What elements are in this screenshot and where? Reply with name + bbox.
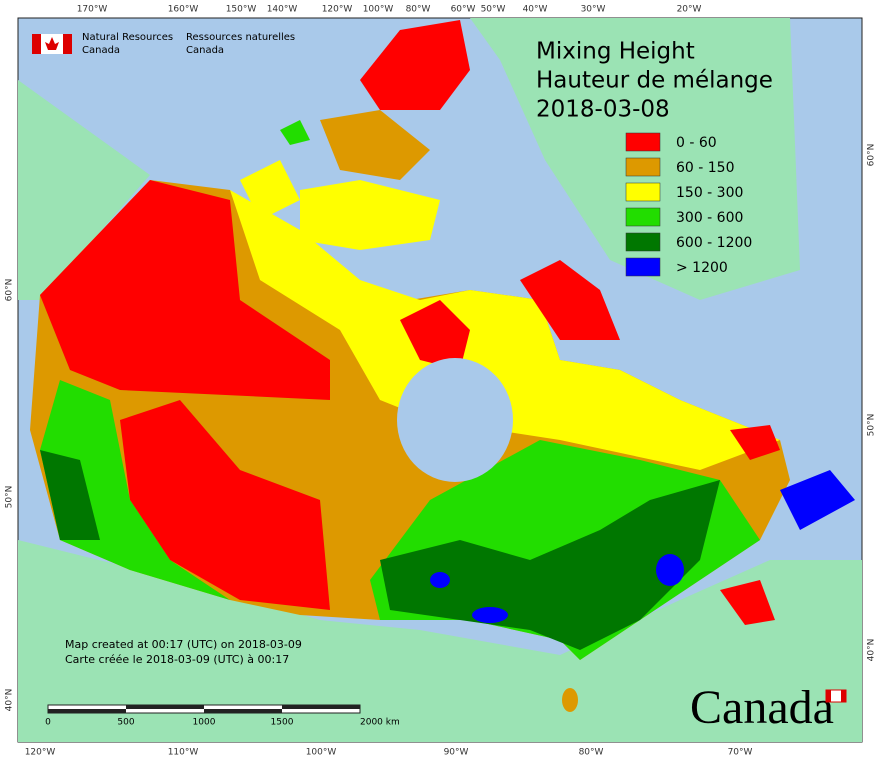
logo: Natural Resources Canada Ressources natu… [32,32,295,56]
flag-bar [841,690,846,702]
wordmark-text: Canada [690,681,834,734]
scale-label: 0 [45,718,51,728]
latitude-label: 50°N [867,414,877,437]
usa [18,540,862,742]
land-patch [240,160,300,220]
legend-label: 0 - 60 [676,135,717,151]
land-patch [360,20,470,110]
longitude-label: 30°W [581,5,606,15]
scale-segment [48,709,126,713]
land-patch [40,450,100,540]
longitude-label: 100°W [363,5,394,15]
land-patch [400,300,470,370]
land-patch [472,607,508,623]
longitude-label: 120°W [25,748,56,758]
legend-label: 300 - 600 [676,210,743,226]
legend-swatch [625,182,661,202]
land-patch [562,688,578,712]
longitude-label: 150°W [226,5,257,15]
longitude-label: 70°W [728,748,753,758]
credit: Map created at 00:17 (UTC) on 2018-03-09 [65,638,302,651]
latitude-label: 40°N [5,689,15,712]
title: Hauteur de mélange [536,68,773,94]
longitude-label: 60°W [451,5,476,15]
latitude-label: 60°N [867,144,877,167]
scale-label: 1000 [193,718,216,728]
legend-label: 60 - 150 [676,160,735,176]
land-patch [730,425,780,460]
land-patch [380,480,720,650]
title: 2018-03-08 [536,97,670,123]
scale-segment [204,709,282,713]
longitude-label: 160°W [168,5,199,15]
legend-label: > 1200 [676,260,728,276]
legend-swatch [625,157,661,177]
flag-bar [32,34,41,54]
latitude-label: 50°N [5,486,15,509]
scale-label: 2000 km [360,718,400,728]
latitude-label: 60°N [5,279,15,302]
land-patch [720,580,775,625]
longitude-label: 90°W [444,748,469,758]
land-patch [520,260,620,340]
maple-leaf [45,37,59,50]
logo-text: Canada [82,45,120,56]
flag-bar [826,690,831,702]
land-patch [120,400,330,610]
logo-text: Natural Resources [82,32,173,43]
land-patch [430,572,450,588]
longitude-label: 50°W [481,5,506,15]
legend: 0 - 60 60 - 150 150 - 300 300 - 600 600 - 12… [625,132,752,277]
land-patch [300,180,440,250]
longitude-label: 40°W [523,5,548,15]
longitude-label: 100°W [306,748,337,758]
legend-swatch [625,132,661,152]
scale-segment [282,705,360,709]
legend-swatch [625,207,661,227]
land-patch [780,470,855,530]
land-patch [40,380,230,600]
mixing-height-field [30,20,855,712]
hudson-bay [397,358,513,482]
graticule-labels: 170°W 160°W 150°W 140°W 120°W 100°W 80°W 60°W 50… [5,5,877,758]
longitude-label: 140°W [267,5,298,15]
wordmark: Canada [690,681,847,734]
longitude-label: 170°W [77,5,108,15]
scale-label: 500 [117,718,134,728]
legend-label: 600 - 1200 [676,235,752,251]
longitude-label: 110°W [168,748,199,758]
land-patch [560,375,720,450]
latitude-label: 40°N [867,639,877,662]
land-patch [280,120,310,145]
longitude-label: 20°W [677,5,702,15]
scale-segment [126,705,204,709]
land-patch [320,110,430,180]
legend-swatch [625,257,661,277]
alaska [18,80,150,300]
logo-text: Ressources naturelles [186,32,295,43]
flag-bar [63,34,72,54]
longitude-label: 80°W [579,748,604,758]
land-patch [40,180,330,400]
logo-text: Canada [186,45,224,56]
scale-label: 1500 [271,718,294,728]
title: Mixing Height [536,39,695,65]
scale-bar: 0 500 1000 1500 2000 km [45,704,400,728]
credit: Carte créée le 2018-03-09 (UTC) à 00:17 [65,653,289,666]
longitude-label: 120°W [322,5,353,15]
longitude-label: 80°W [406,5,431,15]
land-patch [656,554,684,586]
legend-swatch [625,232,661,252]
legend-label: 150 - 300 [676,185,743,201]
